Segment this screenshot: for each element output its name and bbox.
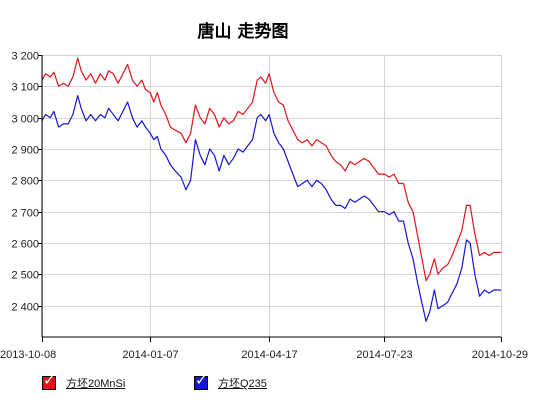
y-tick-label: 2 800: [11, 176, 39, 188]
series-lines: [41, 57, 501, 322]
y-tick-label: 2 900: [11, 145, 39, 157]
y-tick-label: 2 400: [11, 302, 39, 314]
y-tick-label: 2 700: [11, 208, 39, 220]
x-tick-label: 2014-01-07: [122, 349, 178, 361]
x-tick-label: 2014-04-17: [241, 349, 297, 361]
legend-checkbox-icon[interactable]: ✓: [42, 371, 56, 390]
y-tick-label: 2 600: [11, 239, 39, 251]
legend-label[interactable]: 方坯Q235: [218, 378, 267, 390]
chart-title: 唐山 走势图: [198, 21, 289, 42]
grid-lines: [42, 55, 502, 337]
x-axis: 2013-10-08 2014-01-07 2014-04-17 2014-07-23…: [0, 337, 528, 361]
legend-checkbox-icon[interactable]: ✓: [194, 371, 208, 390]
y-tick-label: 3 000: [11, 114, 39, 126]
legend-item-series-0[interactable]: ✓ 方坯20MnSi: [42, 371, 126, 392]
series-line-1: [41, 95, 501, 322]
y-tick-label: 2 500: [11, 270, 39, 282]
x-tick-label: 2013-10-08: [0, 349, 56, 361]
legend-item-series-1[interactable]: ✓ 方坯Q235: [194, 371, 267, 392]
y-tick-label: 3 200: [11, 51, 39, 63]
y-axis: 2 400 2 500 2 600 2 700 2 800 2 900 3 000 3 100…: [11, 51, 42, 314]
y-tick-label: 3 100: [11, 82, 39, 94]
x-tick-label: 2014-10-29: [472, 349, 528, 361]
x-tick-label: 2014-07-23: [356, 349, 412, 361]
legend-label[interactable]: 方坯20MnSi: [66, 378, 126, 390]
series-line-0: [41, 57, 501, 282]
